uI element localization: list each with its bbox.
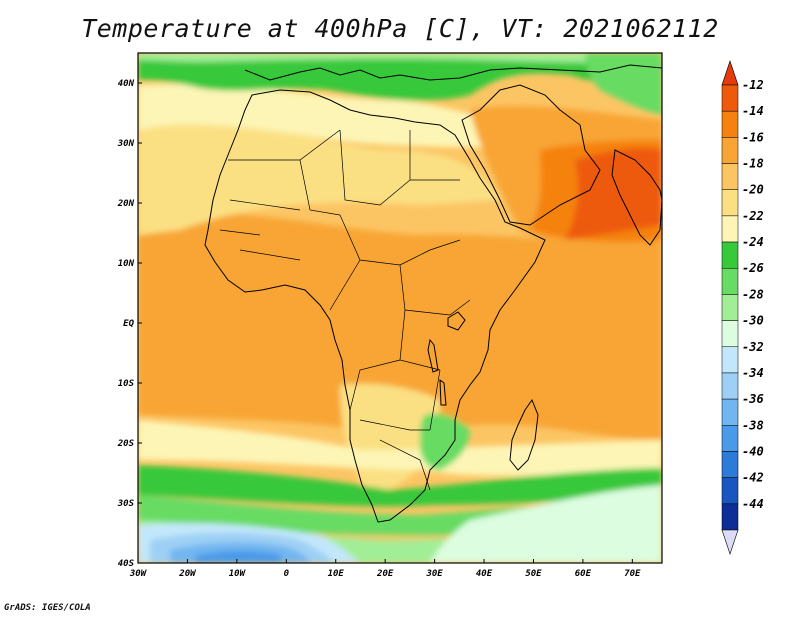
field-band-cyan-30 (430, 485, 662, 563)
longitude-axis: 30W 20W 10W 0 10E 20E 30E 40E 50E 60E 70E (129, 559, 641, 579)
colorbar-swatch (721, 84, 739, 112)
temperature-field (138, 53, 662, 563)
colorbar-label: -44 (742, 497, 764, 511)
lat-tick-label: EQ (123, 319, 134, 329)
lat-tick-label: 40S (118, 559, 135, 569)
colorbar-swatch (721, 137, 739, 164)
field-sahara (138, 117, 500, 235)
lat-tick-label: 10N (118, 259, 135, 269)
lat-tick-label: 40N (118, 79, 135, 89)
coastlines (204, 64, 662, 523)
colorbar-swatch (721, 451, 739, 478)
plot-frame (137, 52, 663, 564)
colorbar-label: -42 (742, 471, 764, 485)
lon-tick-label: 50E (525, 569, 542, 579)
colorbar-swatch (721, 320, 739, 348)
colorbar-swatch (721, 503, 739, 531)
lat-tick-label: 30S (117, 499, 135, 509)
colorbar-bottom-arrow (721, 529, 739, 555)
colorbar-swatch (721, 425, 739, 452)
field-north-green (138, 53, 662, 101)
page-title: Temperature at 400hPa [C], VT: 202106211… (81, 14, 719, 43)
colorbar-swatch (721, 241, 739, 269)
colorbar: -12 -14 -16 -18 -20 -22 -24 -26 -28 -30 -32 -34 -36 -… (721, 60, 764, 555)
colorbar-label: -22 (742, 209, 764, 223)
colorbar-swatch (721, 372, 739, 400)
colorbar-label: -24 (742, 235, 764, 249)
field-indian-ocean (506, 250, 662, 420)
colorbar-swatch (721, 189, 739, 217)
field-atlantic-orange (138, 245, 324, 400)
colorbar-label: -16 (742, 130, 764, 144)
colorbar-label: -32 (742, 340, 764, 354)
lon-tick-label: 60E (575, 569, 592, 579)
field-mozambique-green (420, 413, 470, 470)
colorbar-label: -36 (742, 392, 764, 406)
colorbar-label: -28 (742, 287, 764, 301)
lat-tick-label: 20N (117, 199, 135, 209)
colorbar-swatch (721, 477, 739, 505)
colorbar-label: -20 (742, 183, 764, 197)
field-north-east-green (585, 53, 662, 115)
colorbar-label: -40 (742, 444, 764, 458)
lat-tick-label: 30N (117, 139, 135, 149)
lon-tick-label: 20W (178, 569, 197, 579)
lon-tick-label: 40E (476, 569, 493, 579)
field-north-pale (138, 83, 540, 150)
lon-tick-label: 30W (129, 569, 148, 579)
field-india-hottest (565, 148, 662, 240)
colorbar-label: -38 (742, 418, 764, 432)
lon-tick-label: 30E (425, 569, 443, 579)
colorbar-swatch (721, 294, 739, 321)
colorbar-label: -30 (742, 314, 764, 328)
lon-tick-label: 20E (376, 569, 394, 579)
europe-coastline (244, 64, 662, 81)
field-north-green-light (138, 53, 662, 63)
lake-victoria (447, 311, 466, 331)
india-coastline (611, 149, 662, 246)
colorbar-swatch (721, 215, 739, 243)
colorbar-label: -14 (742, 104, 764, 118)
colorbar-label: -26 (742, 261, 764, 275)
colorbar-top-arrow (721, 60, 739, 86)
field-band-20s (138, 420, 662, 476)
field-band-green-24 (138, 465, 662, 507)
lake-malawi (439, 378, 447, 406)
colorbar-label: -12 (742, 78, 764, 92)
lat-tick-label: 10S (118, 379, 135, 389)
arabia-coastline (461, 84, 601, 226)
lat-tick-label: 20S (117, 439, 135, 449)
lon-tick-label: 10E (328, 569, 345, 579)
colorbar-swatch (721, 346, 739, 374)
madagascar-coastline (509, 398, 539, 471)
lon-tick-label: 70E (624, 569, 641, 579)
colorbar-swatch (721, 163, 739, 190)
colorbar-swatch (721, 267, 739, 295)
africa-coastline (204, 89, 546, 523)
colorbar-swatch (721, 398, 739, 426)
lon-tick-label: 0 (284, 569, 290, 579)
field-band-blue-38 (195, 550, 283, 563)
lake-tanganyika (427, 338, 439, 373)
latitude-axis: 40N 30N 20N 10N EQ 10S 20S 30S 40S (117, 79, 142, 569)
lon-tick-label: 10W (229, 569, 247, 579)
credit-label: GrADS: IGES/COLA (4, 603, 91, 613)
colorbar-swatch (721, 110, 739, 138)
country-borders (219, 129, 471, 491)
colorbar-label: -34 (742, 366, 764, 380)
colorbar-label: -18 (742, 157, 764, 171)
